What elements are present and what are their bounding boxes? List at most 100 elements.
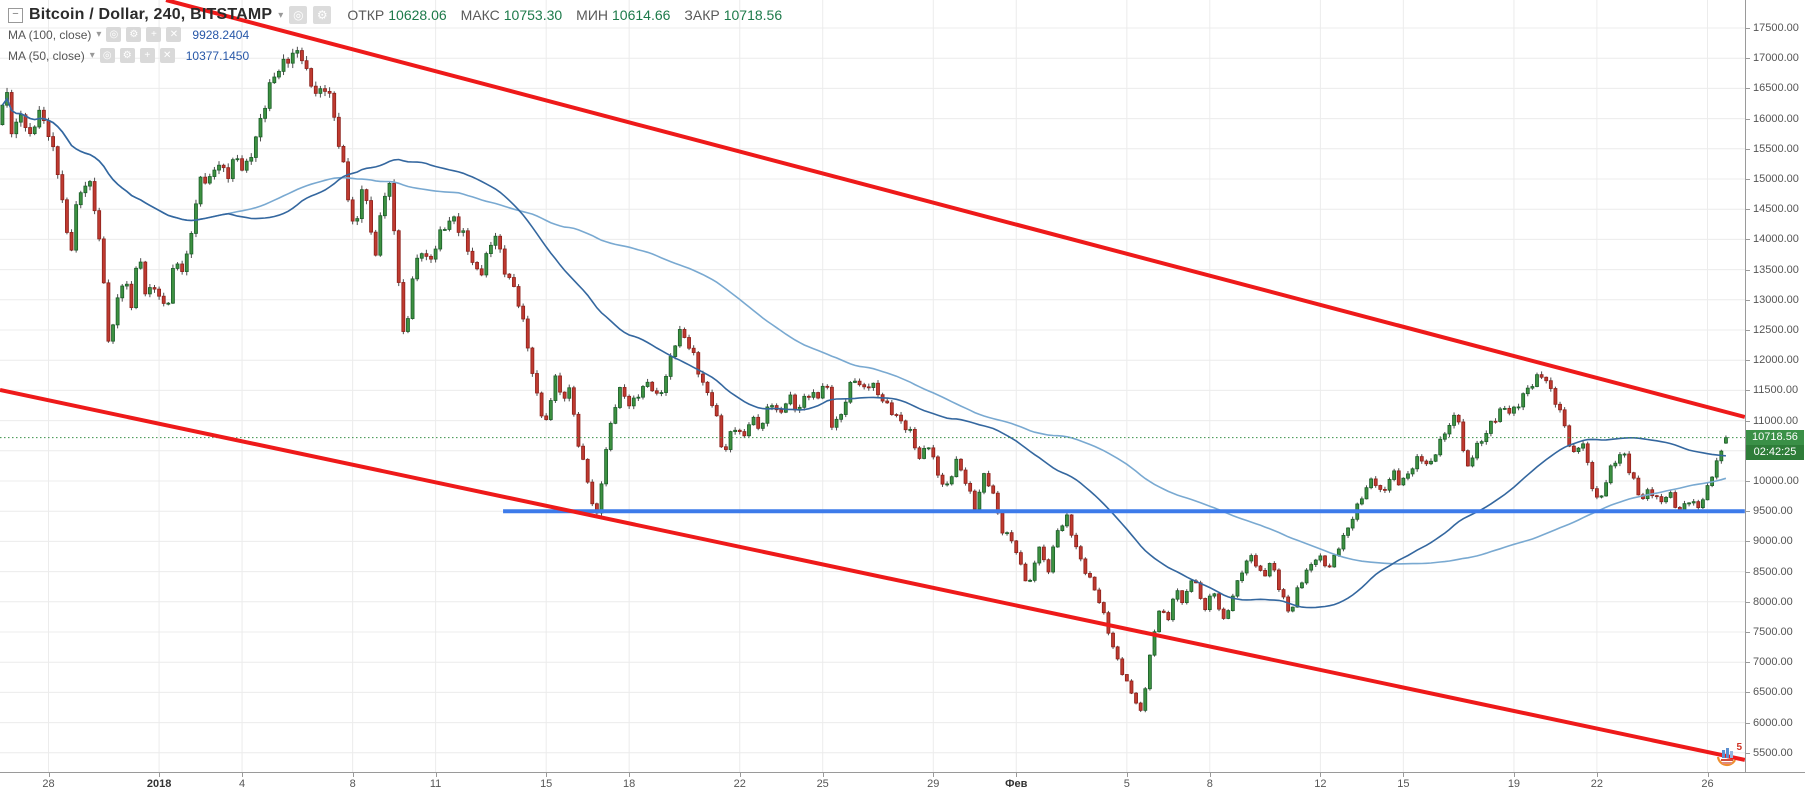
ma100-label[interactable]: MA (100, close) xyxy=(8,27,92,42)
close-label: ЗАКР xyxy=(684,7,720,23)
price-tick-label: 11000.00 xyxy=(1753,414,1799,427)
open-label: ОТКР xyxy=(347,7,385,23)
price-tick-label: 13500.00 xyxy=(1753,263,1799,276)
price-tick-label: 6000.00 xyxy=(1753,716,1793,729)
gear-icon[interactable]: ⚙ xyxy=(126,27,142,42)
price-tick-label: 15500.00 xyxy=(1753,142,1799,155)
high-value: 10753.30 xyxy=(503,7,563,23)
time-tick-label: 26 xyxy=(1701,778,1714,790)
time-tick-mark xyxy=(1403,773,1405,777)
time-tick-mark xyxy=(242,773,244,777)
time-tick-label: 15 xyxy=(1397,778,1410,790)
time-tick-mark xyxy=(1513,773,1515,777)
related-ideas-badge[interactable]: 5 xyxy=(1716,742,1742,768)
price-tick-mark xyxy=(1746,662,1750,664)
price-tick-mark xyxy=(1746,88,1750,90)
price-tick-label: 17500.00 xyxy=(1753,22,1799,34)
time-tick-mark xyxy=(1596,773,1598,777)
price-tick-mark xyxy=(1746,752,1750,754)
channel-top-trendline[interactable] xyxy=(165,0,1745,419)
price-tick-mark xyxy=(1746,299,1750,301)
symbol-title[interactable]: Bitcoin / Dollar, 240, BITSTAMP xyxy=(29,6,273,23)
price-tick-mark xyxy=(1746,692,1750,694)
price-tick-mark xyxy=(1746,179,1750,180)
low-value: 10614.66 xyxy=(612,7,671,23)
price-tick-label: 8000.00 xyxy=(1753,595,1793,608)
price-tick-mark xyxy=(1746,360,1750,362)
price-tick-mark xyxy=(1746,239,1750,241)
time-tick-label: 28 xyxy=(42,778,55,790)
price-tick-mark xyxy=(1746,28,1750,29)
time-tick-label: 11 xyxy=(429,778,442,790)
plus-icon[interactable]: + xyxy=(146,27,162,42)
price-tick-label: 15000.00 xyxy=(1753,173,1799,185)
price-tick-mark xyxy=(1746,118,1750,120)
gear-icon[interactable]: ⚙ xyxy=(313,6,332,24)
last-price-label: 10718.56 xyxy=(1746,429,1804,445)
price-axis[interactable]: 17500.00 17000.00 16500.00 16000.00 15500.00… xyxy=(1745,0,1805,772)
time-tick-mark xyxy=(48,773,50,777)
price-tick-mark xyxy=(1746,722,1750,724)
close-icon[interactable]: ✕ xyxy=(166,27,182,42)
ma50-line[interactable] xyxy=(1,97,1726,609)
chevron-down-icon[interactable]: ▾ xyxy=(89,50,95,61)
close-value: 10718.56 xyxy=(723,7,783,23)
gear-icon[interactable]: ⚙ xyxy=(119,48,135,63)
price-tick-mark xyxy=(1746,571,1750,573)
time-tick-mark xyxy=(822,773,824,777)
price-tick-mark xyxy=(1746,632,1750,633)
eye-icon[interactable]: ◎ xyxy=(106,27,122,42)
price-tick-mark xyxy=(1746,58,1750,60)
price-tick-label: 12500.00 xyxy=(1753,324,1799,336)
price-tick-label: 12000.00 xyxy=(1753,354,1799,367)
time-tick-mark xyxy=(1707,773,1709,777)
close-icon[interactable]: ✕ xyxy=(159,48,175,63)
chevron-down-icon[interactable]: ▾ xyxy=(278,9,284,21)
time-tick-label: 2018 xyxy=(146,778,172,790)
price-tick-label: 6500.00 xyxy=(1753,686,1793,699)
ma50-value: 10377.1450 xyxy=(185,48,250,63)
time-tick-label: 15 xyxy=(540,778,553,790)
candles xyxy=(0,46,1728,713)
price-tick-mark xyxy=(1746,269,1750,271)
channel-bottom-trendline[interactable] xyxy=(0,388,1745,762)
ma50-label[interactable]: MA (50, close) xyxy=(8,48,85,63)
price-tick-label: 16500.00 xyxy=(1753,82,1799,95)
price-tick-label: 10000.00 xyxy=(1753,475,1799,487)
time-tick-label: 25 xyxy=(816,778,829,790)
price-tick-mark xyxy=(1746,420,1750,422)
time-tick-mark xyxy=(1209,773,1211,777)
time-tick-label: 8 xyxy=(1206,778,1213,790)
compare-icon[interactable]: ◎ xyxy=(289,6,308,24)
price-tick-label: 16000.00 xyxy=(1753,112,1799,125)
mini-chart-icon xyxy=(1716,748,1736,767)
price-tick-mark xyxy=(1746,390,1750,392)
price-tick-label: 14000.00 xyxy=(1753,233,1799,246)
candle-countdown-label: 02:42:25 xyxy=(1746,444,1804,460)
ohlc-readout: ОТКР 10628.06 МАКС 10753.30 МИН 10614.66 ЗА… xyxy=(347,7,782,23)
time-tick-mark xyxy=(546,773,548,777)
ma100-line[interactable] xyxy=(1,97,1727,565)
price-tick-label: 9000.00 xyxy=(1753,535,1793,548)
price-tick-label: 8500.00 xyxy=(1753,565,1793,578)
time-tick-mark xyxy=(1126,773,1128,777)
price-tick-label: 11500.00 xyxy=(1753,384,1799,397)
price-tick-mark xyxy=(1746,148,1750,150)
collapse-legend-icon[interactable]: − xyxy=(8,7,23,23)
plus-icon[interactable]: + xyxy=(139,48,155,63)
time-tick-label: 18 xyxy=(623,778,636,790)
time-axis[interactable]: 28 2018 4 8 11 15 18 22 25 29 Фев 5 8 12 15 19 22 26 xyxy=(0,772,1805,796)
time-tick-mark xyxy=(1016,773,1018,777)
time-tick-label: 8 xyxy=(349,778,356,790)
price-tick-label: 7500.00 xyxy=(1753,626,1793,638)
chevron-down-icon[interactable]: ▾ xyxy=(96,29,102,40)
time-tick-mark xyxy=(352,773,354,777)
candlestick-chart-canvas[interactable] xyxy=(0,0,1745,772)
time-tick-mark xyxy=(435,773,437,777)
eye-icon[interactable]: ◎ xyxy=(99,48,115,63)
price-tick-label: 17000.00 xyxy=(1753,52,1799,65)
price-tick-mark xyxy=(1746,330,1750,331)
time-tick-mark xyxy=(159,773,161,777)
open-value: 10628.06 xyxy=(388,7,447,23)
